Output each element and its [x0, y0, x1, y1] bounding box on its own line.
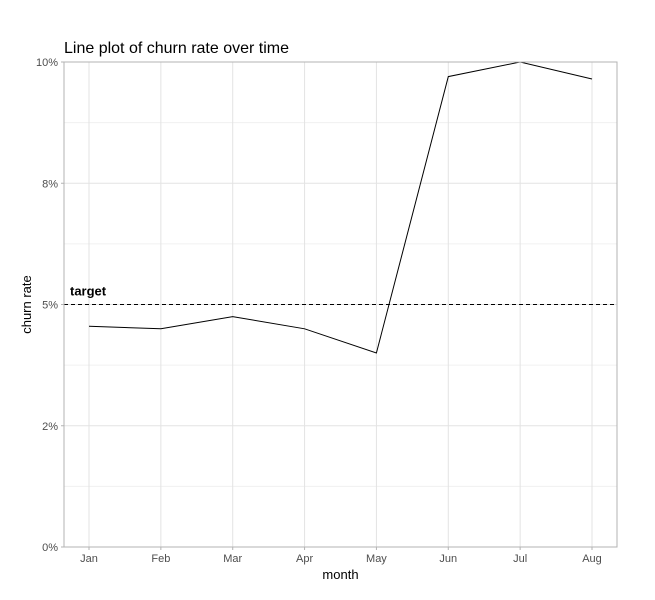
x-tick-label: Jul [513, 553, 527, 565]
y-tick-label: 2% [42, 421, 58, 433]
x-tick-label: Mar [223, 553, 242, 565]
target-label: target [70, 284, 107, 299]
x-tick-label: Jun [439, 553, 457, 565]
y-tick-label: 0% [42, 542, 58, 554]
chart-title: Line plot of churn rate over time [64, 40, 289, 57]
y-tick-label: 8% [42, 178, 58, 190]
churn-rate-line [88, 61, 593, 354]
x-tick-label: Apr [296, 553, 313, 565]
x-tick-label: Jan [80, 553, 98, 565]
x-axis-title: month [322, 567, 358, 582]
x-tick-label: Feb [151, 553, 170, 565]
x-tick-label: Aug [582, 553, 602, 565]
x-tick-label: May [366, 553, 387, 565]
series-layer [88, 61, 593, 354]
y-tick-label: 5% [42, 300, 58, 312]
y-axis-title: churn rate [19, 275, 34, 334]
y-tick-label: 10% [36, 57, 58, 69]
y-axis-ticks: 0% 2% 5% 8% 10% [36, 57, 64, 554]
x-axis-ticks: Jan Feb Mar Apr May Jun Jul Aug [80, 547, 602, 565]
target-reference: target [64, 284, 617, 305]
